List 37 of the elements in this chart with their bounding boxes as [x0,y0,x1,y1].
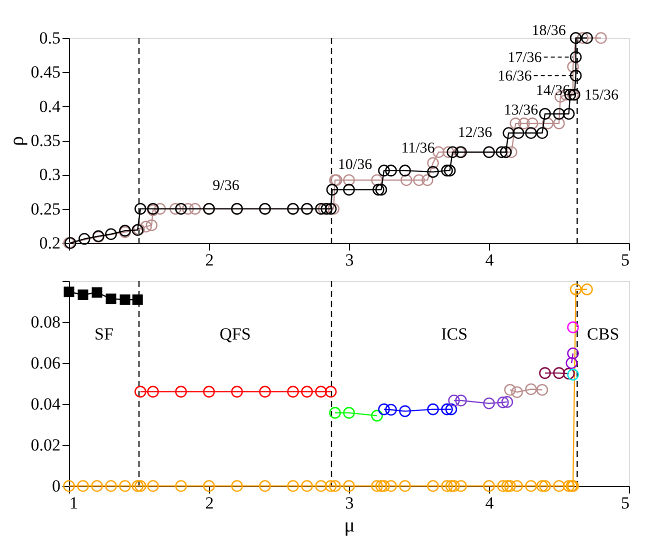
x-tick-label: 1 [70,494,78,512]
y-tick-label: 0.35 [30,131,60,150]
y-tick-label: 0.25 [30,199,60,218]
annotation: 10/36 [338,157,373,174]
annotation: QFS [220,324,251,344]
annotation: 18/36 [532,23,566,39]
annotation: CBS [587,324,620,344]
annotation: 14/36 [536,82,571,99]
x-tick-label: 5 [621,250,630,270]
y-tick-label: 0 [52,476,60,496]
x-axis-title: μ [344,514,355,536]
y-tick-label: 0.04 [30,394,61,414]
x-tick-label: 2 [205,494,214,512]
annotation: SF [94,324,114,344]
annotation: 13/36 [504,102,539,118]
x-tick-label: 4 [485,250,494,270]
annotation: 17/36 [508,50,542,66]
x-tick-label: 2 [205,250,214,270]
y-tick-label: 0.5 [39,28,60,48]
y-tick-label: 0.2 [39,234,60,252]
annotation: ICS [441,324,468,344]
annotation: 9/36 [212,178,240,194]
y-tick-label: 0.06 [30,354,60,372]
y-tick-label: 0.3 [39,165,60,184]
x-tick-label: 5 [621,494,630,512]
annotation: 11/36 [401,140,436,157]
y-tick-label: 0.08 [30,312,60,332]
annotation: 16/36 [498,68,532,85]
x-tick-label: 3 [345,494,354,512]
y-tick-label: 0.02 [30,436,60,454]
y-axis-title: ρ [6,136,28,146]
y-tick-label: 0.4 [39,96,61,116]
x-tick-label: 4 [485,494,494,512]
annotation: 15/36 [584,88,619,104]
annotation: 12/36 [458,125,493,142]
y-tick-label: 0.45 [30,62,60,82]
x-tick-label: 3 [345,250,354,270]
